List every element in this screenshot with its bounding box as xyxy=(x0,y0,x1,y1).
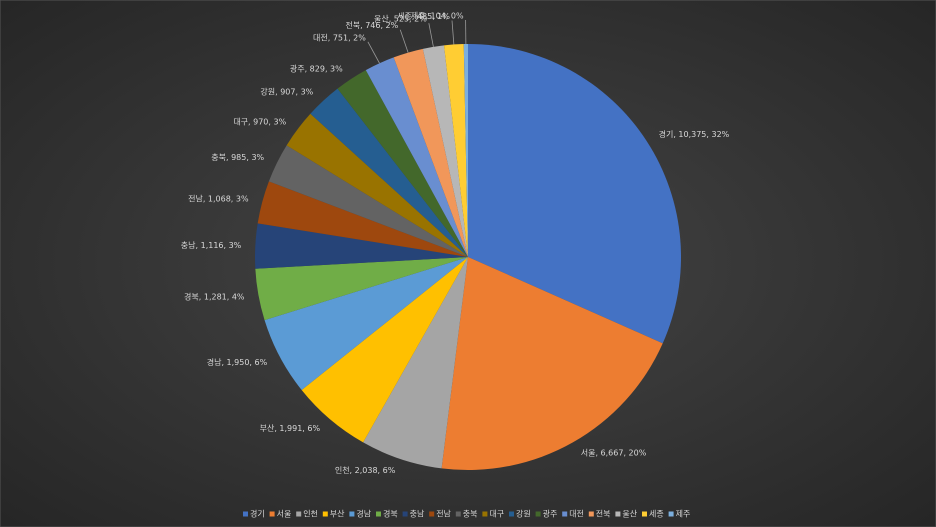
pie-slice xyxy=(257,181,468,257)
legend-label: 광주 xyxy=(543,509,558,519)
legend-swatch xyxy=(668,511,674,517)
legend-label: 대전 xyxy=(569,509,584,519)
data-label: 대구, 970, 3% xyxy=(233,117,286,126)
legend-label: 전남 xyxy=(436,509,451,519)
legend-swatch xyxy=(642,511,647,517)
data-label: 경북, 1,281, 4% xyxy=(184,291,245,301)
pie-slice xyxy=(365,57,468,257)
legend-swatch xyxy=(535,511,541,517)
legend-label: 부산 xyxy=(330,509,345,519)
legend-swatch xyxy=(509,511,514,517)
legend-label: 충남 xyxy=(410,510,425,519)
data-label: 충남, 1,116, 3% xyxy=(181,241,242,250)
data-label: 충북, 985, 3% xyxy=(211,153,264,162)
legend-swatch xyxy=(429,511,435,517)
leader-line xyxy=(367,41,380,64)
pie-slice xyxy=(337,70,468,258)
data-label: 세종, 485, 1% xyxy=(397,12,450,21)
leader-line xyxy=(428,23,434,47)
pie-slice xyxy=(441,257,663,470)
legend-swatch xyxy=(349,511,355,517)
legend-label: 대구 xyxy=(489,510,504,519)
data-label: 강원, 907, 3% xyxy=(260,86,313,96)
legend-label: 경기 xyxy=(250,509,265,519)
pie-slice xyxy=(468,44,682,344)
legend-swatch xyxy=(269,511,275,517)
pie-slice xyxy=(254,223,468,269)
data-label: 부산, 1,991, 6% xyxy=(260,423,321,433)
data-label: 인천, 2,038, 6% xyxy=(335,465,396,475)
pie-slice xyxy=(393,48,468,257)
data-label: 전남, 1,068, 3% xyxy=(188,193,249,203)
legend-swatch xyxy=(376,511,381,517)
legend-swatch xyxy=(588,511,594,517)
pie-slice xyxy=(422,45,468,257)
pie-slice xyxy=(310,88,468,258)
data-label: 경남, 1,950, 6% xyxy=(207,357,268,367)
legend-label: 울산 xyxy=(622,509,637,519)
data-label: 울산, 525, 2% xyxy=(374,14,427,24)
legend-swatch xyxy=(562,511,568,517)
legend-swatch xyxy=(322,511,328,517)
pie-slice xyxy=(268,145,468,257)
pie-slice xyxy=(363,257,468,469)
leader-line xyxy=(399,29,409,53)
leader-line xyxy=(451,20,455,45)
pie-slice xyxy=(255,257,468,321)
pie-slice xyxy=(301,257,468,443)
legend-swatch xyxy=(243,511,248,517)
pie-slice xyxy=(463,44,468,257)
legend-label: 전북 xyxy=(596,509,611,519)
legend-label: 경남 xyxy=(356,509,371,519)
legend-label: 제주 xyxy=(676,510,691,519)
legend-label: 강원 xyxy=(516,509,531,519)
data-label: 대전, 751, 2% xyxy=(313,32,366,42)
legend-label: 충북 xyxy=(463,510,478,519)
legend-swatch xyxy=(455,511,461,517)
pie-slice xyxy=(264,257,468,391)
legend-label: 인천 xyxy=(303,509,318,519)
legend-swatch xyxy=(296,511,302,517)
legend-label: 경북 xyxy=(383,509,398,519)
legend-swatch xyxy=(482,511,488,517)
data-label: 전북, 746, 2% xyxy=(345,20,398,30)
data-label: 경기, 10,375, 32% xyxy=(659,129,730,139)
data-label: 제주, 104, 0% xyxy=(411,12,464,21)
legend-label: 세종 xyxy=(649,510,664,519)
pie-slice xyxy=(286,113,468,257)
data-label: 서울, 6,667, 20% xyxy=(581,448,647,457)
data-label: 광주, 829, 3% xyxy=(290,63,343,73)
legend-swatch xyxy=(615,511,621,517)
pie-slice xyxy=(444,44,468,257)
legend-label: 서울 xyxy=(277,510,292,519)
legend-swatch xyxy=(402,511,408,517)
